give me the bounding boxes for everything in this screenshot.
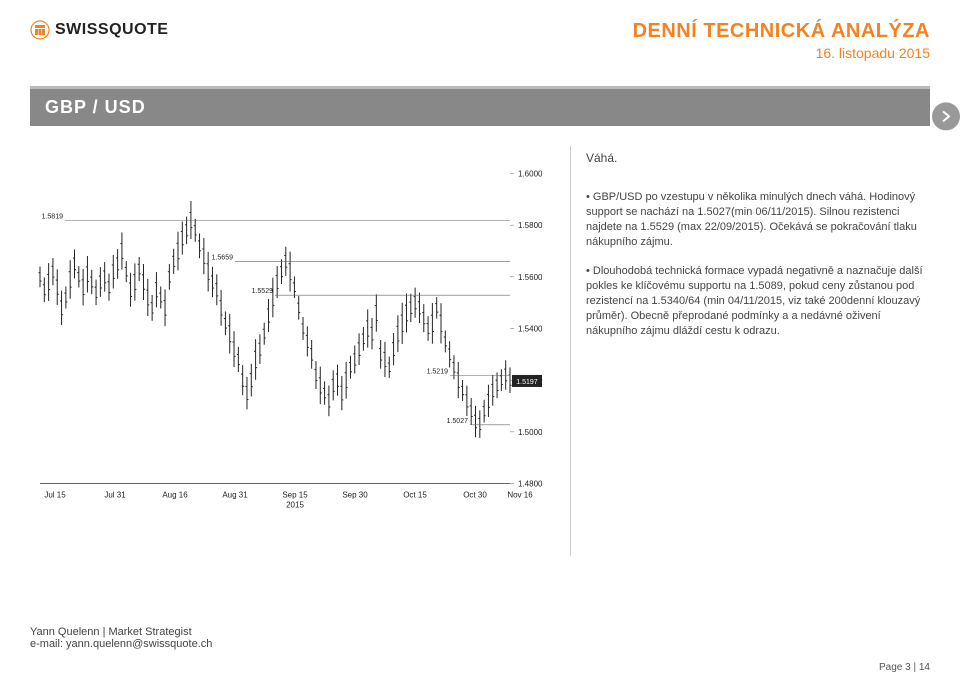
paragraph-1: • GBP/USD po vzestupu v několika minulýc… [586,190,930,249]
svg-text:Sep 30: Sep 30 [342,491,368,500]
svg-text:1.5000: 1.5000 [518,428,543,437]
svg-text:1.5400: 1.5400 [518,325,543,334]
pair-banner: GBP / USD [30,86,930,126]
svg-text:Oct 15: Oct 15 [403,491,427,500]
svg-text:1.5027: 1.5027 [447,418,469,425]
svg-text:1.5219: 1.5219 [427,368,449,375]
svg-text:1.5529: 1.5529 [252,288,274,295]
svg-text:1.6000: 1.6000 [518,170,543,179]
svg-text:Oct 30: Oct 30 [463,491,487,500]
email-line: e-mail: yann.quelenn@swissquote.ch [30,638,212,650]
logo-text: SWISSQUOTE [55,21,168,39]
page-number: Page 3 | 14 [879,662,930,673]
price-chart: 1.60001.58001.56001.54001.52001.50001.48… [30,146,555,556]
next-arrow-icon[interactable] [932,102,960,130]
analysis-text: Váhá. • GBP/USD po vzestupu v několika m… [570,146,930,556]
author-line: Yann Quelenn | Market Strategist [30,626,212,638]
pair-label: GBP / USD [45,97,146,117]
header-right: DENNÍ TECHNICKÁ ANALÝZA 16. listopadu 20… [633,20,930,61]
svg-text:1.5800: 1.5800 [518,221,543,230]
svg-text:Jul 31: Jul 31 [104,491,126,500]
summary-word: Váhá. [586,151,930,165]
svg-text:Sep 15: Sep 15 [282,491,308,500]
page-date: 16. listopadu 2015 [633,45,930,61]
logo: SWISSQUOTE [30,20,168,40]
svg-text:1.5819: 1.5819 [42,213,64,220]
svg-text:1.5197: 1.5197 [516,379,538,386]
svg-text:1.5659: 1.5659 [212,255,234,262]
svg-text:2015: 2015 [286,501,304,510]
svg-text:Nov 16: Nov 16 [507,491,533,500]
svg-text:Aug 31: Aug 31 [222,491,248,500]
svg-text:1.4800: 1.4800 [518,480,543,489]
svg-text:Aug 16: Aug 16 [162,491,188,500]
paragraph-2: • Dlouhodobá technická formace vypadá ne… [586,264,930,338]
page-title: DENNÍ TECHNICKÁ ANALÝZA [633,20,930,43]
svg-text:Jul 15: Jul 15 [44,491,66,500]
chart-container: 1.60001.58001.56001.54001.52001.50001.48… [30,146,555,556]
footer: Yann Quelenn | Market Strategist e-mail:… [30,626,212,650]
svg-text:1.5600: 1.5600 [518,273,543,282]
swissquote-logo-icon [30,20,50,40]
content-row: 1.60001.58001.56001.54001.52001.50001.48… [30,146,930,556]
header: SWISSQUOTE DENNÍ TECHNICKÁ ANALÝZA 16. l… [30,20,930,61]
